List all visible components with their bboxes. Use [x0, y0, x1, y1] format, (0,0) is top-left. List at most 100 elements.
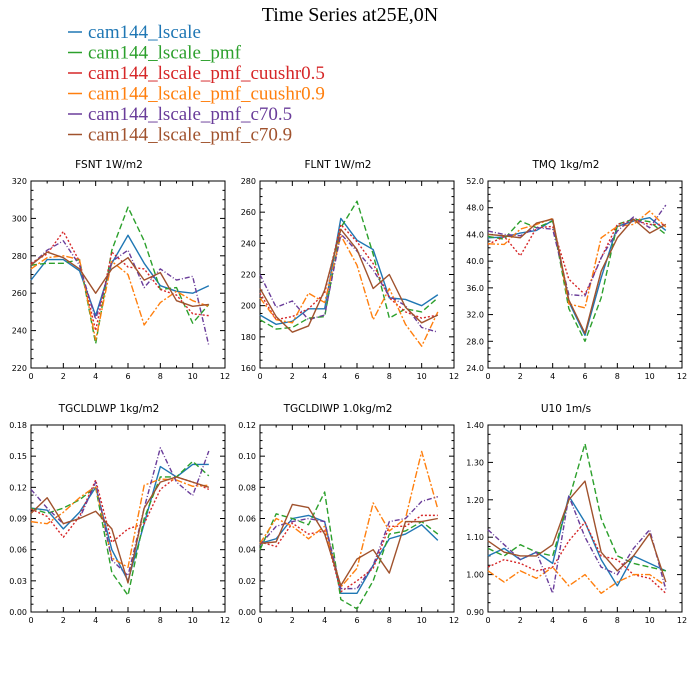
x-tick-label: 4 [93, 372, 98, 381]
y-tick-label: 220 [241, 271, 256, 280]
x-tick-label: 2 [61, 372, 66, 381]
x-tick-label: 0 [28, 372, 33, 381]
y-tick-label: 36.0 [466, 284, 484, 293]
panel-title: FLNT 1W/m2 [304, 159, 371, 171]
x-tick-label: 10 [645, 372, 655, 381]
panel-title: FSNT 1W/m2 [75, 159, 143, 171]
x-tick-label: 0 [485, 372, 490, 381]
y-tick-label: 0.90 [466, 608, 484, 617]
y-tick-label: 0.04 [238, 546, 256, 555]
series-line-cam144-lscale-pmf-c70-5 [30, 240, 210, 346]
series-line-cam144-lscale-pmf [487, 218, 667, 342]
series-line-cam144-lscale-pmf-c70-9 [30, 476, 210, 584]
panel-title: TGCLDLWP 1kg/m2 [58, 403, 160, 415]
x-tick-label: 6 [354, 372, 359, 381]
x-tick-label: 8 [158, 372, 163, 381]
chart-panel: U10 1m/s 0 2 4 6 8 10 12 0.90 1.00 1.10 1.20 1.30 1.4… [466, 403, 687, 625]
y-tick-label: 0.06 [238, 515, 256, 524]
panel-title: TMQ 1kg/m2 [532, 159, 600, 171]
x-tick-label: 10 [188, 616, 198, 625]
y-tick-label: 1.10 [466, 533, 484, 542]
series-line-cam144-lscale-pmf-cuushr0-9 [259, 234, 439, 347]
x-tick-label: 2 [290, 616, 295, 625]
y-tick-label: 0.18 [9, 421, 27, 430]
y-tick-label: 0.10 [238, 452, 256, 461]
x-tick-label: 8 [158, 616, 163, 625]
y-tick-label: 1.00 [466, 571, 484, 580]
x-tick-label: 10 [188, 372, 198, 381]
y-tick-label: 0.00 [238, 608, 256, 617]
series-line-cam144-lscale [259, 514, 439, 594]
legend-label: cam144_lscale_pmf_c70.9 [88, 125, 292, 146]
series-line-cam144-lscale-pmf [259, 491, 439, 610]
panel-title: TGCLDIWP 1.0kg/m2 [283, 403, 393, 415]
x-tick-label: 4 [322, 372, 327, 381]
x-tick-label: 6 [125, 372, 130, 381]
x-tick-label: 4 [93, 616, 98, 625]
y-tick-label: 260 [241, 208, 256, 217]
x-tick-label: 6 [125, 616, 130, 625]
figure-title: Time Series at25E,0N [262, 4, 438, 26]
x-tick-label: 10 [645, 616, 655, 625]
x-tick-label: 4 [322, 616, 327, 625]
x-tick-label: 2 [61, 616, 66, 625]
chart-panel: TGCLDIWP 1.0kg/m2 0 2 4 6 8 10 12 0.00 0.02 0.04 0.… [238, 403, 459, 625]
y-tick-label: 44.0 [466, 230, 484, 239]
series-line-cam144-lscale [30, 234, 210, 317]
y-tick-label: 160 [241, 364, 256, 373]
series-line-cam144-lscale-pmf-cuushr0-5 [259, 223, 438, 321]
x-tick-label: 6 [582, 616, 587, 625]
series-line-cam144-lscale-pmf-c70-5 [259, 496, 439, 590]
legend-label: cam144_lscale_pmf_c70.5 [88, 104, 292, 125]
y-tick-label: 0.08 [238, 483, 256, 492]
y-tick-label: 1.40 [466, 421, 484, 430]
y-tick-label: 320 [12, 177, 27, 186]
series-line-cam144-lscale-pmf-c70-9 [259, 503, 438, 587]
legend-label: cam144_lscale_pmf [88, 43, 242, 64]
x-tick-label: 10 [417, 372, 427, 381]
x-tick-label: 12 [677, 616, 687, 625]
series-line-cam144-lscale-pmf-c70-9 [487, 218, 667, 334]
series-line-cam144-lscale-pmf-cuushr0-5 [30, 230, 209, 332]
y-tick-label: 300 [12, 214, 27, 223]
chart-panel: TMQ 1kg/m2 0 2 4 6 8 10 12 24.0 28.0 32.0 36.0 40.0 4… [466, 159, 687, 381]
x-tick-label: 8 [387, 616, 392, 625]
series-line-cam144-lscale-pmf-cuushr0-5 [259, 514, 438, 593]
x-tick-label: 4 [550, 372, 555, 381]
y-tick-label: 0.02 [238, 577, 256, 586]
y-tick-label: 48.0 [466, 204, 484, 213]
y-tick-label: 1.30 [466, 458, 484, 467]
y-tick-label: 0.09 [9, 515, 27, 524]
x-tick-label: 0 [485, 616, 490, 625]
chart-panels: FSNT 1W/m20 2 4 6 8 10 12220240260280300320FLN… [9, 159, 687, 625]
chart-panel: FSNT 1W/m2 0 2 4 6 8 10 12 220 240 260 280 300 320 [12, 159, 230, 381]
x-tick-label: 8 [387, 372, 392, 381]
x-tick-label: 8 [615, 616, 620, 625]
series-line-cam144-lscale-pmf [487, 443, 666, 572]
y-tick-label: 0.12 [238, 421, 256, 430]
series-line-cam144-lscale-pmf-cuushr0-9 [259, 450, 439, 588]
y-tick-label: 0.06 [9, 546, 27, 555]
y-tick-label: 280 [12, 252, 27, 261]
y-tick-label: 0.03 [9, 577, 27, 586]
x-tick-label: 2 [518, 616, 523, 625]
y-tick-label: 260 [12, 289, 27, 298]
y-tick-label: 220 [12, 364, 27, 373]
x-tick-label: 0 [257, 372, 262, 381]
y-tick-label: 32.0 [466, 311, 484, 320]
series-line-cam144-lscale-pmf [30, 460, 210, 597]
y-tick-label: 0.15 [9, 452, 27, 461]
series-line-cam144-lscale-pmf-c70-5 [487, 495, 667, 594]
x-tick-label: 12 [677, 372, 687, 381]
series-line-cam144-lscale-pmf-cuushr0-9 [487, 566, 667, 594]
series-line-cam144-lscale-pmf-cuushr0-9 [30, 478, 209, 569]
legend-label: cam144_lscale [88, 22, 201, 43]
x-tick-label: 12 [220, 616, 230, 625]
series-line-cam144-lscale-pmf-c70-9 [30, 251, 209, 307]
x-tick-label: 0 [28, 616, 33, 625]
x-tick-label: 2 [290, 372, 295, 381]
y-tick-label: 1.20 [466, 496, 484, 505]
y-tick-label: 240 [241, 239, 256, 248]
